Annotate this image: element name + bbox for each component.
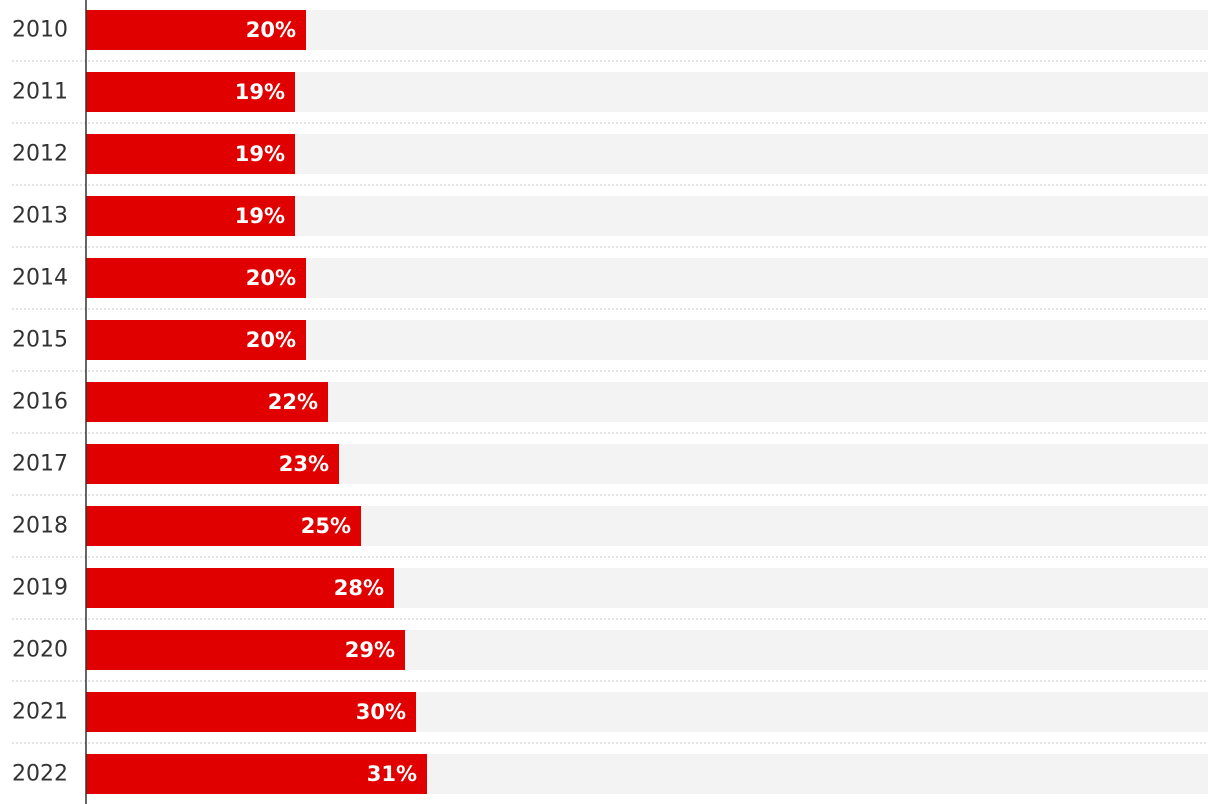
category-label: 2022 <box>12 762 68 787</box>
value-label: 20% <box>246 328 296 352</box>
value-label: 25% <box>301 514 351 538</box>
bar-2014 <box>86 258 306 298</box>
category-label: 2017 <box>12 452 68 477</box>
bar-2017 <box>86 444 339 484</box>
bar-2016 <box>86 382 328 422</box>
bar-2011 <box>86 72 295 112</box>
value-label: 20% <box>246 266 296 290</box>
bar-2013 <box>86 196 295 236</box>
bar-2019 <box>86 568 394 608</box>
value-label: 19% <box>235 142 285 166</box>
value-label: 30% <box>356 700 406 724</box>
category-label: 2014 <box>12 266 68 291</box>
value-label: 19% <box>235 204 285 228</box>
bar-2022 <box>86 754 427 794</box>
value-label: 22% <box>268 390 318 414</box>
value-label: 28% <box>334 576 384 600</box>
category-label: 2010 <box>12 18 68 43</box>
category-label: 2015 <box>12 328 68 353</box>
bar-2020 <box>86 630 405 670</box>
value-label: 29% <box>345 638 395 662</box>
value-label: 31% <box>367 762 417 786</box>
bar-2021 <box>86 692 416 732</box>
category-label: 2020 <box>12 638 68 663</box>
category-label: 2018 <box>12 514 68 539</box>
category-label: 2012 <box>12 142 68 167</box>
category-label: 2019 <box>12 576 68 601</box>
value-label: 23% <box>279 452 329 476</box>
value-label: 19% <box>235 80 285 104</box>
bar-2010 <box>86 10 306 50</box>
bar-2015 <box>86 320 306 360</box>
category-label: 2013 <box>12 204 68 229</box>
bar-2018 <box>86 506 361 546</box>
category-label: 2011 <box>12 80 68 105</box>
bar-2012 <box>86 134 295 174</box>
category-label: 2016 <box>12 390 68 415</box>
value-label: 20% <box>246 18 296 42</box>
category-label: 2021 <box>12 700 68 725</box>
